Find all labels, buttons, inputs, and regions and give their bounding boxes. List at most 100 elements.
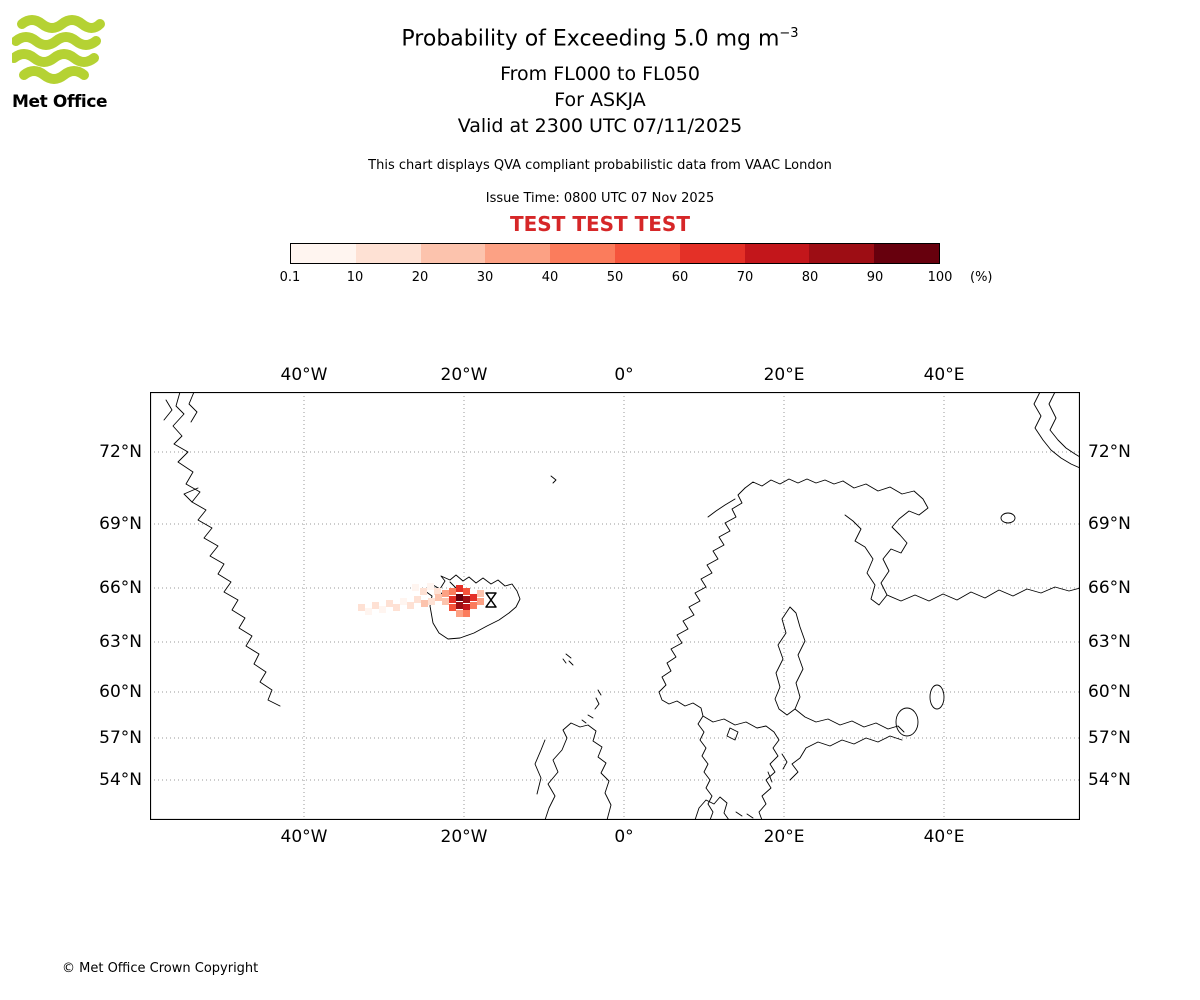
coast-norway-north (744, 478, 844, 489)
lat-label-right: 54°N (1088, 770, 1131, 790)
colorbar-tick-label: 30 (476, 270, 494, 285)
colorbar-segment (550, 244, 615, 263)
ash-probability-cell (386, 600, 393, 607)
coast-gulf-of-finland (794, 708, 905, 733)
qva-compliance-note: This chart displays QVA compliant probab… (368, 158, 832, 173)
ash-probability-cell (463, 604, 470, 611)
coast-greenland-fjords (163, 391, 199, 503)
coast-norway-sweden (658, 487, 746, 821)
ash-probability-cell (434, 588, 441, 595)
lat-label-right: 60°N (1088, 682, 1131, 702)
ash-probability-cell (470, 594, 477, 601)
lat-label-right: 72°N (1088, 442, 1131, 462)
coast-denmark (694, 796, 754, 821)
lat-label-left: 57°N (99, 728, 142, 748)
ash-probability-cell (463, 610, 470, 617)
colorbar-segment (420, 244, 486, 263)
colorbar-tick-label: 90 (866, 270, 884, 285)
lat-label-right: 57°N (1088, 728, 1131, 748)
subtitle-flight-levels: From FL000 to FL050 (500, 63, 700, 85)
ash-probability-cell (365, 608, 372, 615)
colorbar-tick-label: 50 (606, 270, 624, 285)
ash-probability-cell (400, 598, 407, 605)
lat-label-left: 66°N (99, 578, 142, 598)
lat-label-right: 66°N (1088, 578, 1131, 598)
coast-sweden-east (702, 715, 780, 821)
coast-novaya-zemlya (1033, 391, 1081, 469)
title-text: Probability of Exceeding 5.0 mg m (401, 26, 780, 52)
lon-label-bottom: 0° (614, 827, 634, 847)
ash-probability-cell (456, 602, 463, 609)
ash-probability-cell (442, 598, 449, 605)
ash-probability-layer (358, 583, 484, 617)
colorbar-segment (809, 244, 875, 263)
ash-probability-cell (442, 590, 449, 597)
lon-label-top: 20°E (763, 365, 805, 385)
map-svg (149, 391, 1081, 821)
ash-probability-cell (412, 584, 419, 591)
met-office-logo: Met Office (9, 14, 142, 112)
ash-probability-cell (463, 588, 470, 595)
colorbar-segment (291, 244, 356, 263)
coast-shetland (581, 689, 602, 724)
coast-jan-mayen (550, 475, 557, 484)
ash-probability-cell (477, 590, 484, 597)
ash-probability-cell (435, 594, 442, 601)
colorbar-tick-label: 100 (927, 270, 953, 285)
lat-label-left: 60°N (99, 682, 142, 702)
ash-probability-cell (428, 598, 435, 605)
colorbar-ticks: 0.1 10 20 30 40 50 60 70 80 90 100 (280, 270, 953, 286)
ash-probability-cell (420, 588, 427, 595)
lat-label-right: 63°N (1088, 632, 1131, 652)
ash-probability-cell (477, 598, 484, 605)
colorbar (290, 243, 940, 264)
lon-label-bottom: 40°E (923, 827, 965, 847)
ash-probability-cell (449, 596, 456, 603)
lon-label-bottom: 40°W (280, 827, 328, 847)
lon-label-bottom: 20°W (440, 827, 488, 847)
lake-vanern (726, 727, 739, 741)
coast-greenland (172, 391, 281, 707)
coast-gulf-of-bothnia (774, 606, 806, 716)
test-banner: TEST TEST TEST (510, 212, 690, 236)
met-office-waves-icon (9, 15, 105, 84)
colorbar-tick-label: 40 (541, 270, 559, 285)
lon-label-bottom: 20°E (763, 827, 805, 847)
ash-probability-cell (407, 602, 414, 609)
subtitle-volcano: For ASKJA (554, 89, 646, 111)
lake-onega (929, 684, 945, 710)
colorbar-unit-label: (%) (970, 270, 993, 285)
ash-probability-cell (427, 583, 434, 590)
ash-probability-cell (379, 606, 386, 613)
ash-probability-cell (358, 604, 365, 611)
lon-label-top: 40°W (280, 365, 328, 385)
colorbar-segment (874, 244, 939, 263)
coast-hebrides (534, 739, 546, 795)
ash-probability-cell (421, 600, 428, 607)
volcano-marker (485, 592, 497, 608)
page-title: Probability of Exceeding 5.0 mg m−3 (0, 26, 1200, 51)
ash-probability-cell (393, 604, 400, 611)
grid-layer (150, 392, 1080, 820)
coast-faroes (562, 653, 574, 666)
ash-probability-cell (463, 596, 470, 603)
coast-gotland (767, 753, 788, 783)
colorbar-tick-label: 10 (346, 270, 364, 285)
map-border (149, 391, 1081, 821)
lon-label-top: 40°E (923, 365, 965, 385)
ash-probability-cell (470, 602, 477, 609)
map-background (150, 392, 1080, 820)
ash-probability-cell (449, 588, 456, 595)
lat-label-right: 69°N (1088, 514, 1131, 534)
coast-kola-white-sea (842, 480, 929, 606)
colorbar-segment (744, 244, 810, 263)
colorbar-segment (679, 244, 745, 263)
colorbar-tick-label: 70 (736, 270, 754, 285)
ash-probability-cell (456, 610, 463, 617)
colorbar-tick-label: 80 (801, 270, 819, 285)
ash-probability-cell (372, 602, 379, 609)
coast-scotland (544, 722, 612, 821)
title-superscript: −3 (779, 26, 799, 41)
coast-estonia (789, 735, 903, 781)
